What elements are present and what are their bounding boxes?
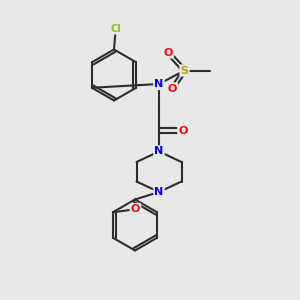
Text: O: O	[178, 125, 188, 136]
Text: Cl: Cl	[110, 23, 121, 34]
Text: N: N	[154, 146, 164, 157]
Text: O: O	[131, 204, 140, 214]
Text: O: O	[168, 83, 177, 94]
Text: S: S	[181, 65, 188, 76]
Text: N: N	[154, 79, 164, 89]
Text: N: N	[154, 187, 164, 197]
Text: O: O	[163, 47, 173, 58]
